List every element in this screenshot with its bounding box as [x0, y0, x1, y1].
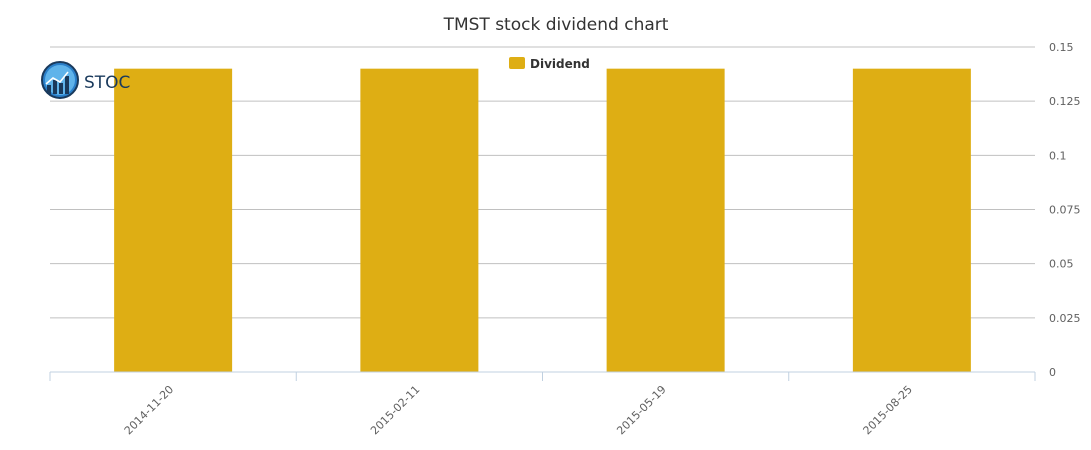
y-tick-label: 0.1	[1049, 149, 1067, 162]
y-tick-label: 0	[1049, 366, 1056, 379]
logo-text: STOC	[84, 73, 130, 93]
x-axis: 2014-11-20 2015-02-11 2015-05-19 2015-08-25	[49, 371, 1036, 437]
y-axis-ticks: 0 0.025 0.05 0.075 0.1 0.125 0.15	[1049, 41, 1081, 379]
y-tick-label: 0.075	[1049, 204, 1081, 217]
y-tick-label: 0.025	[1049, 312, 1081, 325]
logo-chart-icon	[41, 61, 79, 99]
x-tick-label: 2015-08-25	[861, 383, 915, 437]
bars	[114, 68, 971, 373]
bar-2014-11-20[interactable]	[114, 68, 233, 373]
legend[interactable]: Dividend	[509, 57, 590, 71]
legend-swatch-dividend[interactable]	[509, 57, 525, 69]
chart-title: TMST stock dividend chart	[443, 15, 669, 35]
bar-2015-05-19[interactable]	[606, 68, 725, 373]
y-tick-label: 0.05	[1049, 258, 1074, 271]
x-tick-label: 2014-11-20	[122, 383, 176, 437]
y-tick-label: 0.15	[1049, 41, 1074, 54]
stock-logo: STOC	[41, 61, 130, 99]
bar-2015-08-25[interactable]	[852, 68, 971, 373]
x-tick-label: 2015-05-19	[614, 383, 668, 437]
bar-2015-02-11[interactable]	[360, 68, 479, 373]
x-tick-label: 2015-02-11	[368, 383, 422, 437]
y-tick-label: 0.125	[1049, 95, 1081, 108]
legend-label-dividend[interactable]: Dividend	[530, 57, 590, 71]
